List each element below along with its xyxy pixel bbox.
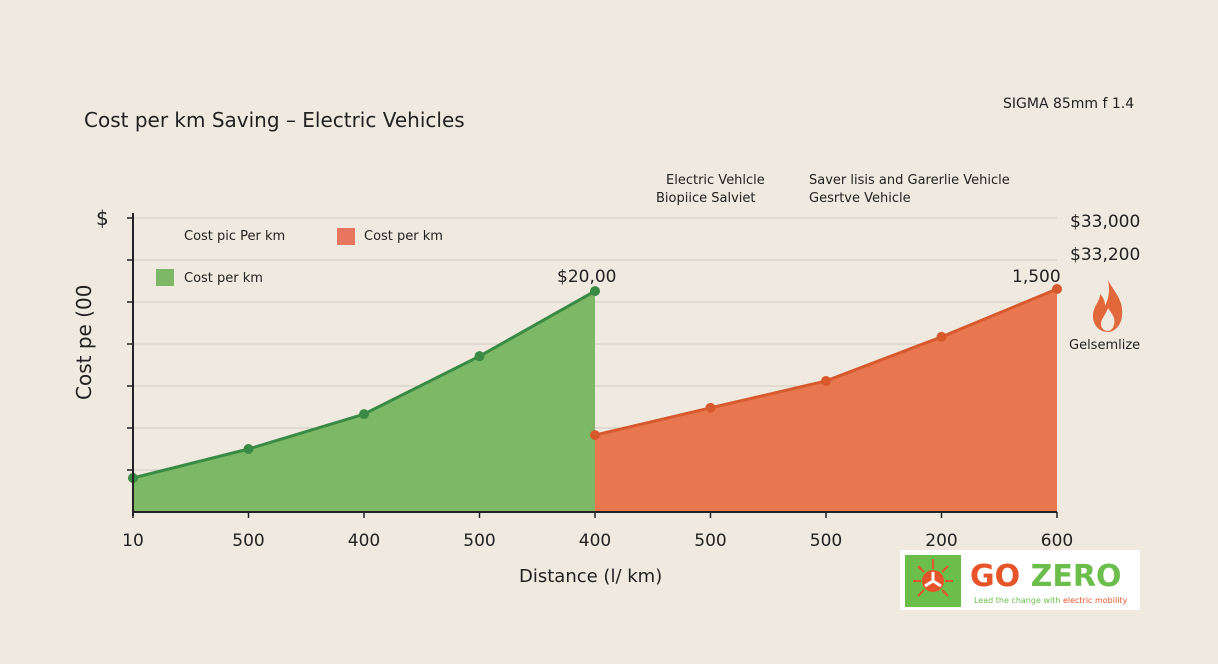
- data-point: [590, 430, 600, 441]
- data-point: [821, 375, 831, 386]
- x-tick-label: 600: [1041, 531, 1073, 551]
- flame-label: Gelsemlize: [1069, 338, 1141, 353]
- gas-peak-label: 1,500: [1012, 267, 1061, 287]
- x-tick-label: 500: [232, 531, 264, 551]
- area-ev: [133, 291, 595, 512]
- logo-tagline-a: Lead the change with: [974, 596, 1063, 605]
- x-tick-label: 500: [810, 531, 842, 551]
- legend-entry-3: Cost per km: [184, 271, 263, 286]
- sun-logo-icon: [905, 555, 961, 607]
- logo-go: GO: [970, 559, 1021, 594]
- data-point: [1052, 283, 1062, 294]
- logo-zero: ZERO: [1030, 559, 1122, 594]
- x-tick-label: 500: [463, 531, 495, 551]
- x-tick-label: 500: [694, 531, 726, 551]
- logo-tagline-b: electric mobility: [1062, 596, 1128, 605]
- legend-entry-1: Cost pic Per km: [184, 229, 286, 244]
- data-point: [590, 286, 600, 297]
- data-point: [936, 331, 947, 342]
- data-point: [705, 402, 716, 413]
- area-gas: [595, 288, 1057, 512]
- y-unit-label: $: [96, 206, 109, 230]
- data-point: [243, 444, 254, 454]
- camera-label: SIGMA 85mm f 1.4: [1003, 96, 1135, 112]
- legend-swatch-ev: [156, 269, 174, 286]
- x-tick-label: 10: [122, 531, 144, 551]
- x-tick-label: 400: [579, 531, 611, 551]
- go-zero-logo: GO ZERO Lead the change with electric mo…: [900, 550, 1140, 610]
- ev-annotation-line2: Biopiice Salviet: [656, 191, 756, 206]
- ev-peak-label: $20,00: [557, 267, 617, 287]
- flame-icon: [1093, 280, 1123, 332]
- gas-annotation-line1: Saver lisis and Garerlie Vehicle: [809, 173, 1010, 188]
- gas-annotation-line2: Gesrtve Vehicle: [809, 191, 911, 206]
- right-value-top: $33,000: [1070, 212, 1141, 232]
- data-point: [474, 351, 485, 362]
- right-value-second: $33,200: [1070, 245, 1141, 265]
- x-tick-label: 200: [925, 531, 957, 551]
- legend-entry-2: Cost per km: [364, 229, 443, 244]
- ev-annotation-line1: Electric Vehlcle: [666, 173, 765, 188]
- legend-swatch-gas: [337, 228, 355, 245]
- x-tick-label: 400: [348, 531, 380, 551]
- data-point: [359, 409, 369, 420]
- chart-title: Cost per km Saving – Electric Vehicles: [84, 108, 465, 132]
- x-axis-label: Distance (l/ km): [519, 566, 663, 587]
